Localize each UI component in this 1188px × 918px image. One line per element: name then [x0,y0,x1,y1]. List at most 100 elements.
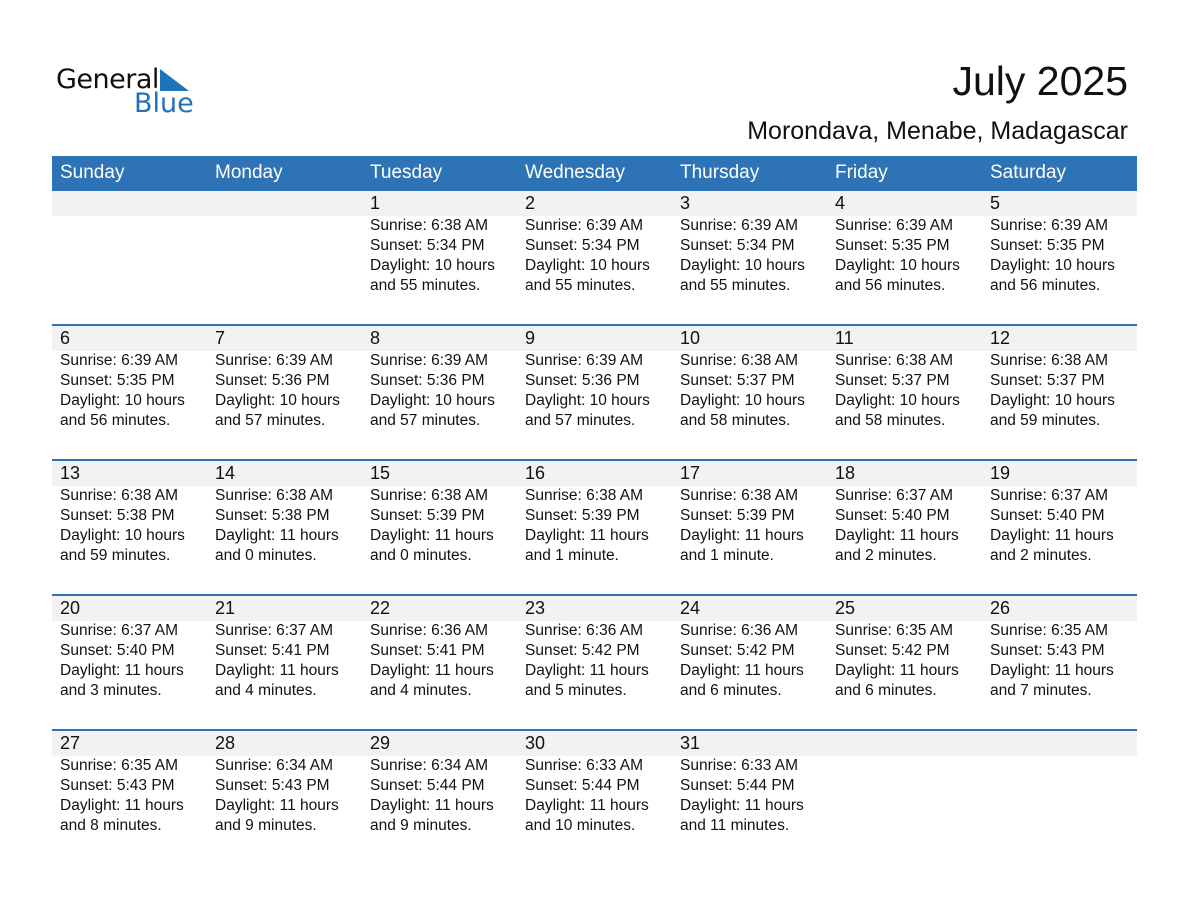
sunrise-text: Sunrise: 6:38 AM [680,487,799,504]
day-number: 18 [835,463,856,483]
sunrise-text: Sunrise: 6:38 AM [370,217,489,234]
daylight-minutes-text: and 55 minutes. [525,277,636,294]
daylight-minutes-text: and 57 minutes. [525,412,636,429]
sunset-text: Sunset: 5:39 PM [680,507,795,524]
day-cell: 8 Sunrise: 6:39 AM Sunset: 5:36 PM Daylight… [362,326,517,459]
daylight-minutes-text: and 0 minutes. [215,547,317,564]
sunrise-text: Sunrise: 6:39 AM [525,217,644,234]
day-number: 23 [525,598,546,618]
sunrise-text: Sunrise: 6:36 AM [680,622,799,639]
weekday-header: Sunday Monday Tuesday Wednesday Thursday Frid… [52,156,1137,189]
day-cell: 25 Sunrise: 6:35 AM Sunset: 5:42 PM Dayligh… [827,596,982,729]
sunset-text: Sunset: 5:43 PM [60,777,175,794]
day-number: 24 [680,598,701,618]
daylight-text: Daylight: 11 hours [60,797,184,814]
daylight-text: Daylight: 11 hours [680,662,804,679]
day-number: 19 [990,463,1011,483]
sunrise-text: Sunrise: 6:39 AM [215,352,334,369]
daylight-minutes-text: and 4 minutes. [215,682,317,699]
week-row: 13 Sunrise: 6:38 AM Sunset: 5:38 PM Dayligh… [52,459,1137,594]
day-number: 10 [680,328,701,348]
day-number: 27 [60,733,81,753]
sunset-text: Sunset: 5:40 PM [60,642,175,659]
daylight-minutes-text: and 5 minutes. [525,682,627,699]
day-number: 20 [60,598,81,618]
daylight-text: Daylight: 11 hours [215,797,339,814]
daylight-minutes-text: and 56 minutes. [835,277,946,294]
sunset-text: Sunset: 5:35 PM [60,372,175,389]
day-number: 8 [370,328,381,348]
day-cell: 7 Sunrise: 6:39 AM Sunset: 5:36 PM Daylight… [207,326,362,459]
daylight-minutes-text: and 55 minutes. [370,277,481,294]
day-number: 2 [525,193,536,213]
daylight-minutes-text: and 3 minutes. [60,682,162,699]
sunrise-text: Sunrise: 6:38 AM [835,352,954,369]
sunset-text: Sunset: 5:41 PM [215,642,330,659]
day-number: 29 [370,733,391,753]
day-cell: 16 Sunrise: 6:38 AM Sunset: 5:39 PM Dayligh… [517,461,672,594]
sunrise-text: Sunrise: 6:38 AM [525,487,644,504]
daylight-minutes-text: and 7 minutes. [990,682,1092,699]
sunset-text: Sunset: 5:41 PM [370,642,485,659]
daylight-text: Daylight: 10 hours [835,257,960,274]
daylight-minutes-text: and 1 minute. [525,547,619,564]
day-cell: 30 Sunrise: 6:33 AM Sunset: 5:44 PM Dayligh… [517,731,672,864]
daylight-minutes-text: and 58 minutes. [835,412,946,429]
week-row: 20 Sunrise: 6:37 AM Sunset: 5:40 PM Dayligh… [52,594,1137,729]
daylight-minutes-text: and 55 minutes. [680,277,791,294]
daylight-text: Daylight: 11 hours [370,797,494,814]
sunrise-text: Sunrise: 6:37 AM [835,487,954,504]
week-row: 27 Sunrise: 6:35 AM Sunset: 5:43 PM Dayligh… [52,729,1137,864]
day-cell: 22 Sunrise: 6:36 AM Sunset: 5:41 PM Dayligh… [362,596,517,729]
day-cell: 24 Sunrise: 6:36 AM Sunset: 5:42 PM Dayligh… [672,596,827,729]
sunset-text: Sunset: 5:37 PM [990,372,1105,389]
day-cell: 1 Sunrise: 6:38 AM Sunset: 5:34 PM Daylight… [362,191,517,324]
sunset-text: Sunset: 5:43 PM [215,777,330,794]
calendar-grid: Sunday Monday Tuesday Wednesday Thursday Frid… [52,156,1137,864]
daylight-text: Daylight: 10 hours [215,392,340,409]
page-title: July 2025 [952,58,1128,104]
day-number: 30 [525,733,546,753]
week-row: 1 Sunrise: 6:38 AM Sunset: 5:34 PM Daylight… [52,189,1137,324]
day-number: 9 [525,328,536,348]
daylight-text: Daylight: 10 hours [680,257,805,274]
sunrise-text: Sunrise: 6:33 AM [525,757,644,774]
date-band [52,326,1137,351]
daylight-text: Daylight: 11 hours [525,662,649,679]
sunset-text: Sunset: 5:35 PM [990,237,1105,254]
sunrise-text: Sunrise: 6:38 AM [215,487,334,504]
daylight-text: Daylight: 11 hours [525,527,649,544]
day-number: 3 [680,193,691,213]
day-cell: 2 Sunrise: 6:39 AM Sunset: 5:34 PM Daylight… [517,191,672,324]
day-cell: 6 Sunrise: 6:39 AM Sunset: 5:35 PM Daylight… [52,326,207,459]
sunset-text: Sunset: 5:42 PM [680,642,795,659]
sunset-text: Sunset: 5:34 PM [680,237,795,254]
sunset-text: Sunset: 5:37 PM [835,372,950,389]
date-band [52,191,1137,216]
day-cell: 3 Sunrise: 6:39 AM Sunset: 5:34 PM Daylight… [672,191,827,324]
sunset-text: Sunset: 5:40 PM [835,507,950,524]
daylight-minutes-text: and 10 minutes. [525,817,636,834]
daylight-minutes-text: and 58 minutes. [680,412,791,429]
day-number: 14 [215,463,236,483]
daylight-minutes-text: and 11 minutes. [680,817,790,834]
day-cell: 21 Sunrise: 6:37 AM Sunset: 5:41 PM Dayligh… [207,596,362,729]
sunrise-text: Sunrise: 6:33 AM [680,757,799,774]
sunrise-text: Sunrise: 6:38 AM [990,352,1109,369]
logo: General Blue [56,64,194,119]
day-number: 12 [990,328,1011,348]
daylight-text: Daylight: 11 hours [370,662,494,679]
sunrise-text: Sunrise: 6:36 AM [525,622,644,639]
sunset-text: Sunset: 5:40 PM [990,507,1105,524]
logo-text-general: General [56,64,159,95]
day-cell: 11 Sunrise: 6:38 AM Sunset: 5:37 PM Dayligh… [827,326,982,459]
sunrise-text: Sunrise: 6:35 AM [990,622,1109,639]
weekday-tuesday: Tuesday [370,162,443,183]
location-subtitle: Morondava, Menabe, Madagascar [747,117,1128,145]
sunrise-text: Sunrise: 6:35 AM [835,622,954,639]
day-number: 21 [215,598,236,618]
daylight-text: Daylight: 10 hours [990,392,1115,409]
daylight-minutes-text: and 57 minutes. [215,412,326,429]
day-cell: 29 Sunrise: 6:34 AM Sunset: 5:44 PM Dayligh… [362,731,517,864]
daylight-minutes-text: and 1 minute. [680,547,774,564]
